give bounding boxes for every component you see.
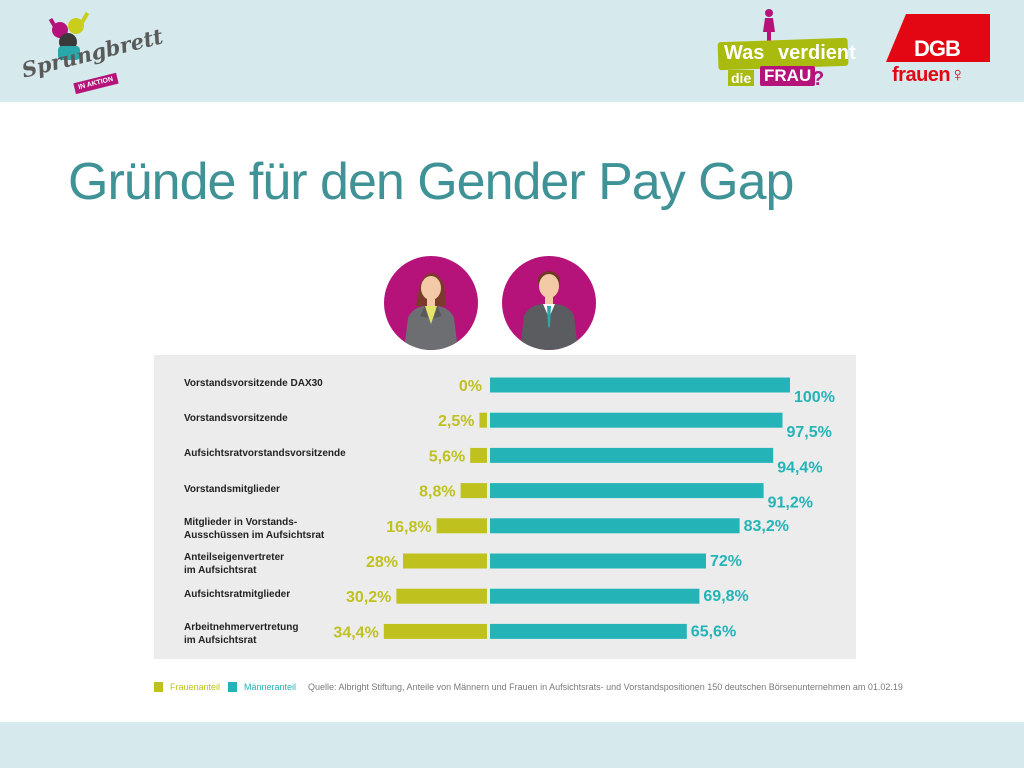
sprungbrett-figures-icon <box>48 11 90 60</box>
data-label-men: 69,8% <box>703 588 748 605</box>
category-label-line: Vorstandsvorsitzende <box>184 413 288 425</box>
legend-swatch-women <box>154 682 163 692</box>
bar-men <box>490 518 740 534</box>
data-label-men: 72% <box>710 553 742 570</box>
data-label-men: 100% <box>794 389 835 406</box>
category-label-line: Arbeitnehmervertretung <box>184 622 299 634</box>
bar-women <box>479 412 487 428</box>
category-label: Vorstandsvorsitzende DAX30 <box>184 377 323 390</box>
data-label-women: 5,6% <box>429 448 465 465</box>
bar-women <box>470 447 487 463</box>
bar-men <box>490 553 706 569</box>
dgb-wordmark: DGB <box>914 36 961 61</box>
page-title: Gründe für den Gender Pay Gap <box>68 153 794 211</box>
sprungbrett-logo: Sprungbrett IN AKTION <box>19 8 165 98</box>
bar-men <box>490 447 774 463</box>
data-label-men: 83,2% <box>744 518 789 535</box>
category-label-line: Vorstandsmitglieder <box>184 483 280 495</box>
logo-question-mark: ? <box>812 68 825 90</box>
chart-panel <box>154 355 856 659</box>
legend-swatch-men <box>228 682 237 692</box>
data-label-men: 94,4% <box>777 459 822 476</box>
bar-women <box>436 518 487 534</box>
bar-women <box>396 588 487 604</box>
category-label: Vorstandsmitglieder <box>184 483 280 496</box>
logo-word-was: Was <box>724 42 765 64</box>
businesswoman-icon <box>384 256 478 350</box>
bar-men <box>490 588 700 604</box>
data-label-men: 97,5% <box>787 424 832 441</box>
dgb-frauen-logo: DGB frauen♀ <box>886 12 990 94</box>
category-label: Anteilseigenvertreter im Aufsichtsrat <box>184 551 284 577</box>
category-label-line: im Aufsichtsrat <box>184 635 257 647</box>
data-label-women: 0% <box>459 378 482 395</box>
logo-word-verdient: verdient <box>778 42 856 64</box>
bar-men <box>490 483 764 499</box>
legend-label-women: Frauenanteil <box>170 682 221 692</box>
header-band <box>0 0 1024 102</box>
category-label-line: Ausschüssen im Aufsichtsrat <box>184 529 325 541</box>
data-label-women: 34,4% <box>333 624 378 641</box>
category-label-line: im Aufsichtsrat <box>184 565 257 576</box>
legend-label-men: Männeranteil <box>244 682 297 692</box>
category-label: Vorstandsvorsitzende <box>184 412 288 425</box>
data-label-women: 8,8% <box>419 484 455 501</box>
bar-women <box>383 623 487 639</box>
logo-word-die: die <box>728 70 755 86</box>
bar-men <box>490 377 790 393</box>
category-label-line: Anteilseigenvertreter <box>184 552 285 563</box>
bar-women <box>460 483 487 499</box>
logo-word-frau: FRAU <box>760 66 816 86</box>
category-label-line: Mitglieder in Vorstands- <box>184 516 298 528</box>
woman-silhouette-icon <box>763 9 775 46</box>
bar-men <box>490 412 783 428</box>
footer-band <box>0 722 1024 768</box>
sprungbrett-badge: IN AKTION <box>73 72 119 95</box>
category-label-line: Aufsichtsratvorstandsvorsitzende <box>184 448 346 460</box>
data-label-women: 16,8% <box>386 519 431 536</box>
businessman-icon <box>502 256 596 350</box>
data-label-men: 65,6% <box>691 623 736 640</box>
category-label-line: Aufsichtsratmitglieder <box>184 589 291 601</box>
source-note: Quelle: Albright Stiftung, Anteile von M… <box>308 682 903 692</box>
category-label: Aufsichtsratvorstandsvorsitzende <box>184 447 346 460</box>
category-label-line: Vorstandsvorsitzende DAX30 <box>184 378 323 389</box>
was-verdient-die-frau-logo: Was verdient die FRAU ? <box>714 8 856 94</box>
bar-men <box>490 623 687 639</box>
dgb-flag-icon <box>886 14 990 62</box>
data-label-women: 28% <box>366 554 398 571</box>
bar-women <box>403 553 487 569</box>
category-label: Aufsichtsratmitglieder <box>184 588 290 601</box>
data-label-men: 91,2% <box>768 495 813 512</box>
category-label: Mitglieder in Vorstands- Ausschüssen im A… <box>184 516 324 542</box>
data-label-women: 30,2% <box>346 589 391 606</box>
category-label: Arbeitnehmervertretung im Aufsichtsrat <box>184 621 298 647</box>
dgb-frauen-wordmark: frauen♀ <box>892 64 965 86</box>
bar-chart: 0% 100% 2,5% 97,5% 5,6% 94,4% 8,8% 91,2% 16,8% 83… <box>333 377 835 641</box>
data-label-women: 2,5% <box>438 413 474 430</box>
